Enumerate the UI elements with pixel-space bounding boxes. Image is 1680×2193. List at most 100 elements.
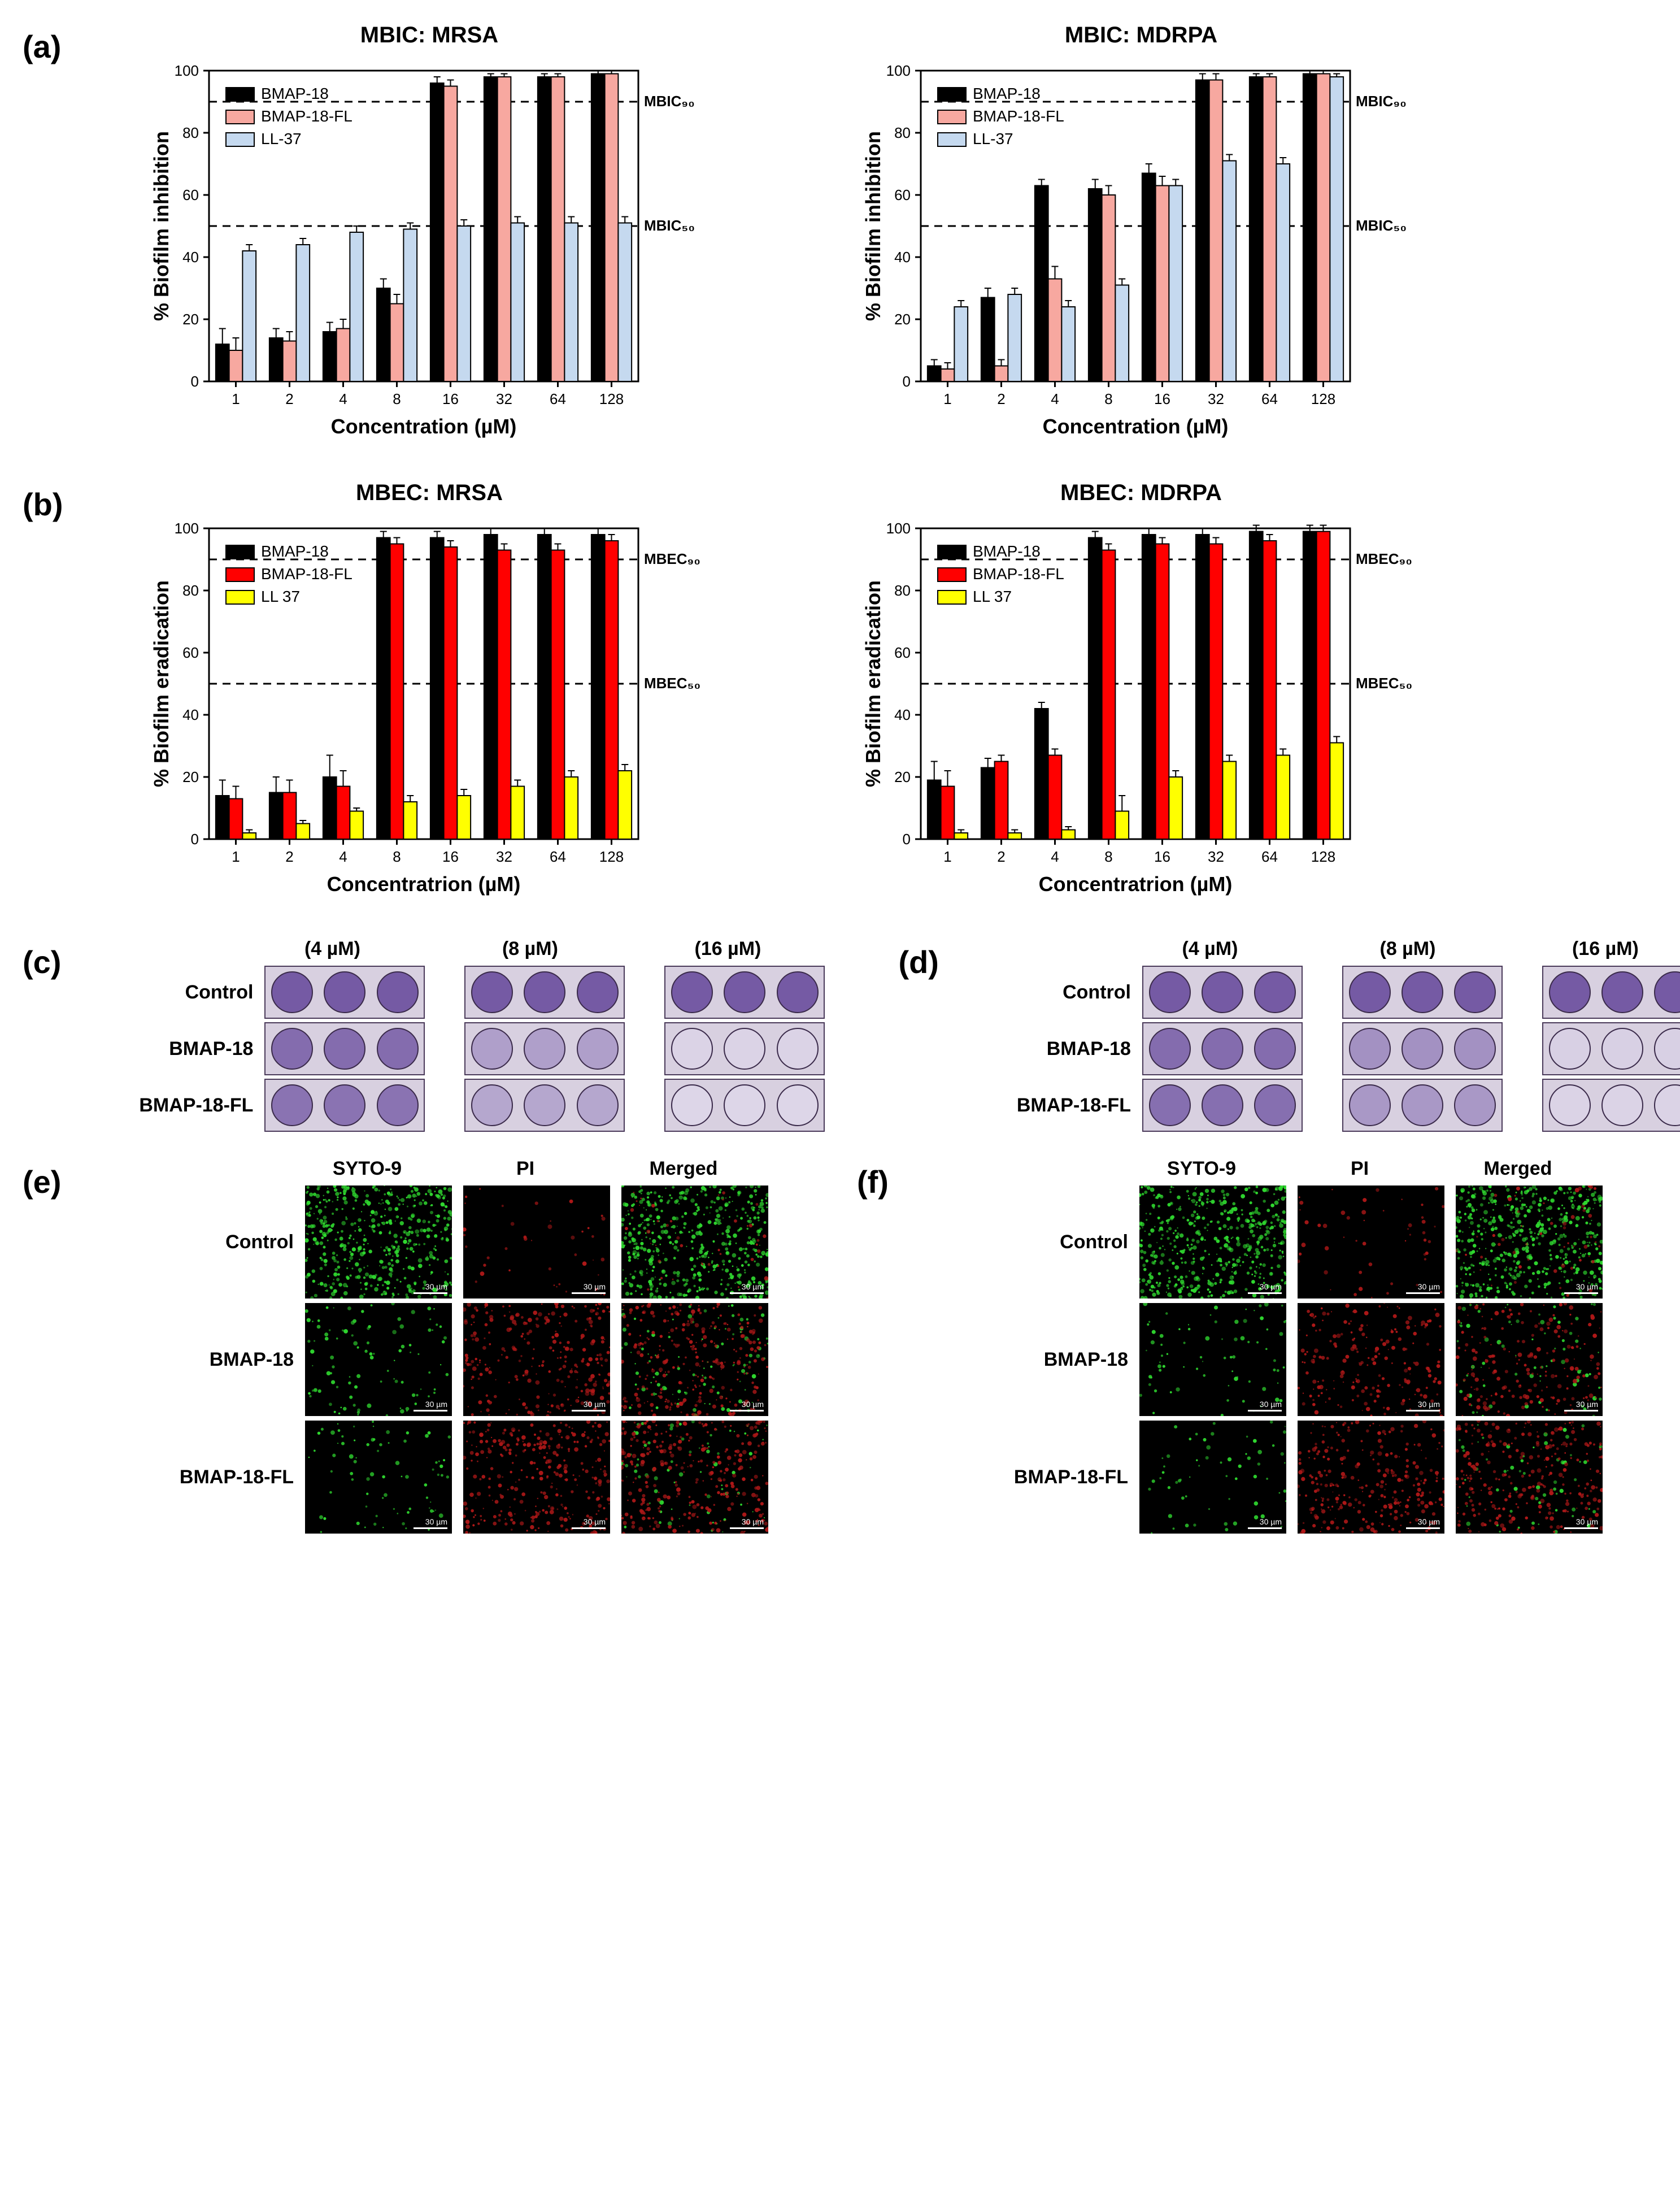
panels-c-d-row: (c) (4 µM)(8 µM)(16 µM)ControlBMAP-18BMA… (23, 938, 1657, 1135)
scale-bar: 30 µm (1248, 1517, 1282, 1529)
scale-bar: 30 µm (1248, 1400, 1282, 1412)
panel-b-row: (b) MBEC: MRSA 020406080100MBEC₉₀MBEC₅₀1… (23, 480, 1657, 904)
svg-text:0: 0 (191, 831, 199, 848)
svg-text:100: 100 (175, 520, 199, 537)
svg-text:128: 128 (1311, 390, 1335, 407)
well-circle (524, 971, 565, 1013)
svg-text:LL 37: LL 37 (261, 588, 300, 605)
confocal-row-label: BMAP-18-FL (113, 1466, 305, 1488)
confocal-syto9: 30 µm (1139, 1421, 1286, 1534)
svg-text:BMAP-18: BMAP-18 (973, 542, 1041, 560)
svg-text:1: 1 (943, 848, 951, 865)
well-col-header: (8 µM) (1329, 938, 1487, 960)
scale-bar: 30 µm (414, 1400, 447, 1412)
well-triple (264, 1079, 425, 1132)
well-circle (1601, 1084, 1643, 1126)
well-triple (1342, 1022, 1503, 1075)
confocal-col-header: Merged (1444, 1158, 1591, 1180)
well-circle (1549, 1028, 1591, 1070)
confocal-block-e: SYTO-9PIMergedControl30 µm30 µm30 µmBMAP… (113, 1158, 823, 1538)
well-circle (1202, 1084, 1243, 1126)
svg-text:8: 8 (1104, 390, 1112, 407)
well-circle (671, 971, 713, 1013)
well-circle (777, 971, 819, 1013)
confocal-syto9: 30 µm (1139, 1303, 1286, 1416)
svg-text:BMAP-18: BMAP-18 (973, 85, 1041, 102)
svg-text:4: 4 (339, 390, 347, 407)
confocal-col-header: PI (452, 1158, 599, 1180)
svg-text:80: 80 (894, 124, 911, 141)
confocal-merged: 30 µm (1456, 1303, 1603, 1416)
confocal-block-f: SYTO-9PIMergedControl30 µm30 µm30 µmBMAP… (947, 1158, 1657, 1538)
chart-svg: 020406080100MBEC₉₀MBEC₅₀1248163264128Con… (147, 517, 712, 901)
svg-text:80: 80 (894, 582, 911, 599)
well-circle (324, 1028, 365, 1070)
panel-a-row: (a) MBIC: MRSA 020406080100MBIC₉₀MBIC₅₀1… (23, 23, 1657, 446)
well-circle (1254, 1084, 1296, 1126)
panel-c-label: (c) (23, 938, 61, 980)
scale-bar: 30 µm (1248, 1282, 1282, 1294)
well-circle (524, 1028, 565, 1070)
svg-text:16: 16 (1154, 390, 1170, 407)
svg-text:4: 4 (1051, 390, 1059, 407)
well-circle (724, 971, 765, 1013)
confocal-row-label: Control (947, 1231, 1139, 1253)
svg-text:16: 16 (1154, 848, 1170, 865)
confocal-merged: 30 µm (1456, 1421, 1603, 1534)
svg-text:64: 64 (550, 848, 566, 865)
well-circle (1654, 1028, 1680, 1070)
well-row-label: BMAP-18 (95, 1038, 264, 1060)
well-triple (1142, 966, 1303, 1019)
svg-text:MBEC₅₀: MBEC₅₀ (644, 675, 700, 692)
chart-svg: 020406080100MBIC₉₀MBIC₅₀1248163264128Con… (859, 59, 1424, 444)
svg-text:0: 0 (191, 373, 199, 390)
svg-text:LL-37: LL-37 (973, 130, 1013, 147)
svg-text:BMAP-18-FL: BMAP-18-FL (973, 107, 1064, 125)
well-circle (1149, 971, 1191, 1013)
svg-text:Concentration (µM): Concentration (µM) (1043, 415, 1229, 438)
svg-text:MBEC₅₀: MBEC₅₀ (1356, 675, 1412, 692)
well-circle (777, 1028, 819, 1070)
svg-text:0: 0 (903, 373, 911, 390)
svg-text:20: 20 (894, 768, 911, 785)
well-circle (1349, 1028, 1391, 1070)
svg-text:80: 80 (182, 124, 199, 141)
well-circle (577, 1028, 619, 1070)
svg-text:BMAP-18: BMAP-18 (261, 85, 329, 102)
well-triple (664, 1079, 825, 1132)
svg-text:100: 100 (886, 62, 911, 79)
well-triple (1542, 1079, 1680, 1132)
svg-text:128: 128 (599, 848, 624, 865)
scale-bar: 30 µm (414, 1517, 447, 1529)
scale-bar: 30 µm (730, 1282, 764, 1294)
confocal-pi: 30 µm (463, 1421, 610, 1534)
svg-text:1: 1 (943, 390, 951, 407)
well-circle (1601, 1028, 1643, 1070)
well-circle (271, 971, 313, 1013)
svg-text:LL-37: LL-37 (261, 130, 302, 147)
well-triple (1342, 966, 1503, 1019)
well-circle (671, 1028, 713, 1070)
scale-bar: 30 µm (1564, 1517, 1598, 1529)
svg-text:1: 1 (232, 390, 240, 407)
scale-bar: 30 µm (1564, 1400, 1598, 1412)
well-circle (1601, 971, 1643, 1013)
well-circle (1549, 971, 1591, 1013)
svg-text:% Biofilm inhibition: % Biofilm inhibition (861, 131, 885, 321)
scale-bar: 30 µm (730, 1517, 764, 1529)
svg-text:MBIC₅₀: MBIC₅₀ (644, 217, 695, 234)
svg-text:20: 20 (894, 311, 911, 328)
svg-text:40: 40 (182, 249, 199, 266)
svg-text:4: 4 (339, 848, 347, 865)
svg-text:100: 100 (886, 520, 911, 537)
well-circle (1254, 971, 1296, 1013)
svg-text:2: 2 (285, 848, 293, 865)
well-triple (1542, 966, 1680, 1019)
svg-text:128: 128 (599, 390, 624, 407)
svg-text:BMAP-18-FL: BMAP-18-FL (261, 107, 352, 125)
confocal-col-header: SYTO-9 (1128, 1158, 1275, 1180)
chart-mbec-mdrpa: MBEC: MDRPA 020406080100MBEC₉₀MBEC₅₀1248… (859, 480, 1424, 904)
svg-text:32: 32 (1208, 390, 1224, 407)
well-triple (1342, 1079, 1503, 1132)
svg-text:2: 2 (997, 390, 1005, 407)
